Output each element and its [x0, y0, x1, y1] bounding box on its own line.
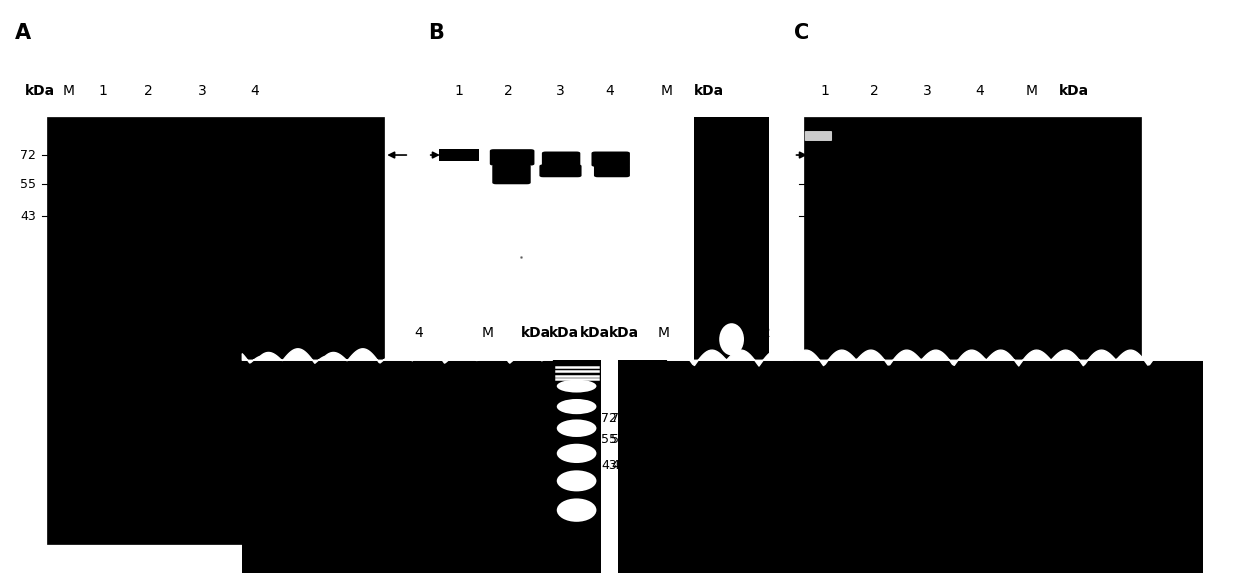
Ellipse shape	[719, 323, 744, 356]
Text: M: M	[1025, 84, 1038, 98]
Text: 72: 72	[544, 412, 560, 425]
Text: 55: 55	[611, 433, 627, 446]
Text: 43: 43	[717, 210, 733, 223]
Bar	[47, 117, 384, 544]
Text: 3: 3	[816, 326, 826, 340]
Text: 72: 72	[601, 412, 618, 425]
Text: 2: 2	[503, 84, 513, 98]
Ellipse shape	[557, 399, 596, 414]
Text: M: M	[661, 84, 673, 98]
Bar	[439, 149, 479, 161]
Text: 43: 43	[1083, 210, 1099, 223]
Text: E: E	[1048, 307, 1061, 327]
Ellipse shape	[557, 498, 596, 522]
Text: M: M	[62, 84, 74, 98]
Text: 4: 4	[605, 84, 615, 98]
Bar	[618, 360, 1203, 573]
Text: kDa: kDa	[694, 84, 724, 98]
Text: M: M	[481, 326, 494, 340]
FancyBboxPatch shape	[542, 152, 580, 167]
FancyBboxPatch shape	[492, 164, 531, 184]
FancyBboxPatch shape	[591, 152, 630, 167]
Bar	[436, 117, 769, 544]
Text: 43: 43	[611, 459, 627, 472]
Text: kDa: kDa	[580, 326, 610, 340]
Text: 55: 55	[601, 433, 618, 446]
Text: 43: 43	[544, 459, 560, 472]
Text: 4: 4	[975, 84, 985, 98]
Text: M: M	[657, 326, 670, 340]
Ellipse shape	[557, 419, 596, 437]
Text: 2: 2	[869, 84, 879, 98]
Text: 55: 55	[1083, 178, 1099, 191]
Text: 1: 1	[98, 84, 108, 98]
Text: A: A	[15, 23, 31, 43]
Text: kDa: kDa	[25, 84, 55, 98]
Text: 2: 2	[315, 326, 325, 340]
Text: 72: 72	[611, 412, 627, 425]
Bar	[694, 117, 769, 544]
FancyBboxPatch shape	[539, 164, 582, 177]
Text: 3: 3	[365, 326, 374, 340]
Text: 43: 43	[20, 210, 36, 223]
Bar	[242, 360, 552, 573]
Text: 4: 4	[249, 84, 259, 98]
Text: 4: 4	[863, 326, 873, 340]
Text: kDa: kDa	[549, 326, 579, 340]
FancyBboxPatch shape	[805, 131, 832, 141]
Text: 1: 1	[704, 326, 714, 340]
Ellipse shape	[557, 443, 596, 463]
Text: 43: 43	[601, 459, 618, 472]
Text: 1: 1	[265, 326, 275, 340]
Text: 55: 55	[544, 433, 560, 446]
Bar	[804, 117, 1141, 544]
Text: D: D	[229, 307, 247, 327]
Text: 3: 3	[923, 84, 932, 98]
Text: kDa: kDa	[521, 326, 551, 340]
Text: 3: 3	[197, 84, 207, 98]
Text: 2: 2	[144, 84, 154, 98]
Ellipse shape	[557, 380, 596, 393]
Bar	[601, 301, 618, 573]
Text: 72: 72	[20, 149, 36, 161]
Text: 55: 55	[20, 178, 36, 191]
Text: 1: 1	[454, 84, 464, 98]
FancyBboxPatch shape	[490, 149, 534, 166]
Text: kDa: kDa	[609, 326, 639, 340]
Text: 72: 72	[717, 149, 733, 161]
Text: 72: 72	[1083, 149, 1099, 161]
Text: 3: 3	[556, 84, 565, 98]
FancyBboxPatch shape	[594, 164, 630, 177]
Bar	[552, 360, 601, 573]
Text: 1: 1	[820, 84, 830, 98]
Text: 2: 2	[761, 326, 771, 340]
Bar	[436, 380, 694, 544]
Text: 55: 55	[717, 178, 733, 191]
Text: 4: 4	[414, 326, 424, 340]
Text: B: B	[428, 23, 444, 43]
Text: C: C	[794, 23, 808, 43]
Text: kDa: kDa	[1059, 84, 1089, 98]
Ellipse shape	[557, 470, 596, 491]
